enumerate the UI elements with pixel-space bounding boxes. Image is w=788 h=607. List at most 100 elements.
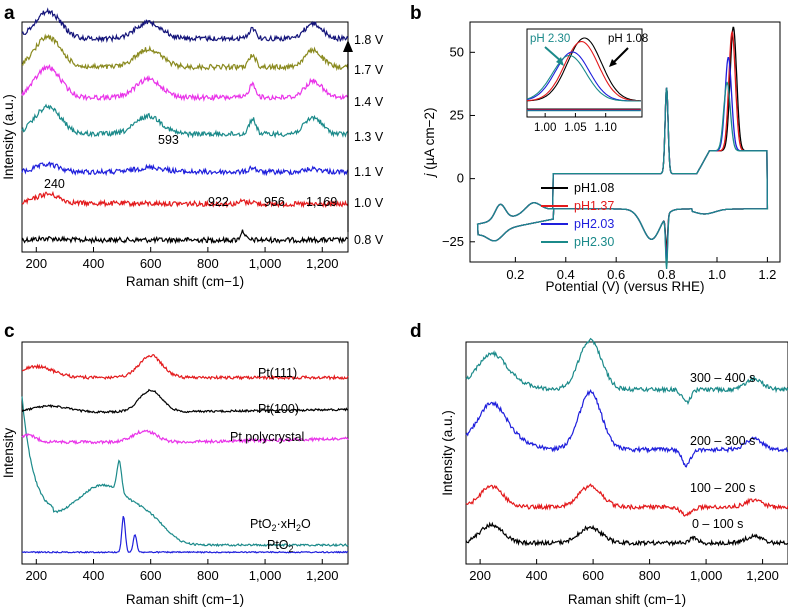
panel-a-spectrum-18 — [21, 7, 349, 44]
panel-b-cv-curves — [476, 26, 769, 270]
label-pt-polycrystal: Pt polycrystal — [230, 430, 304, 444]
panel-b-y-tick-label-25: 25 — [450, 107, 464, 122]
label-pto2: PtO2 — [267, 538, 294, 554]
panel-a-tick-label-800: 800 — [197, 256, 219, 271]
panel-c-tick-label-600: 600 — [140, 568, 162, 583]
panel-a-spectrum-17 — [21, 33, 349, 72]
panel-c: 200 400 600 800 1,000 1,200 Raman shift (cm−1… — [1, 354, 349, 607]
panel-a-spectrum-14 — [21, 63, 349, 102]
panel-letter-a: a — [4, 3, 15, 24]
panel-a-series-label-2: 1.1 V — [354, 165, 384, 179]
panel-d-tick-label-400: 400 — [526, 568, 548, 583]
label-pto2-xh2o-b: ·xH — [277, 517, 296, 531]
panel-b-x-axis-label: Potential (V) (versus RHE) — [545, 279, 704, 294]
panel-d-spectrum-2 — [465, 388, 788, 468]
panel-a-spectrum-10 — [21, 190, 349, 209]
panel-a-tick-label-400: 400 — [83, 256, 105, 271]
panel-a-tick-label-200: 200 — [25, 256, 47, 271]
panel-d-series-labels: 0 – 100 s 100 – 200 s 200 – 300 s 300 – 400… — [690, 371, 755, 531]
legend-label-pH1.37: pH1.37 — [574, 199, 614, 213]
panel-b-y-axis-unit: (µA cm−2) — [422, 108, 437, 174]
panel-a-y-axis-label: Intensity (a.u.) — [1, 94, 16, 180]
panel-a-spectra — [21, 7, 349, 245]
panel-d-tick-label-200: 200 — [469, 568, 491, 583]
label-pto2-sub: 2 — [289, 544, 294, 554]
panel-d-x-axis-label: Raman shift (cm−1) — [568, 592, 686, 607]
panel-d-series-label-2: 200 – 300 s — [690, 434, 755, 448]
peak-label-1169: 1,169 — [306, 195, 337, 209]
panel-c-x-axis-label: Raman shift (cm−1) — [126, 592, 244, 607]
panel-c-spectrum-Pt111 — [22, 354, 349, 381]
inset-arrow-black-head — [609, 59, 617, 67]
panel-a-series-labels: 0.8 V 1.0 V 1.1 V 1.3 V 1.4 V 1.7 V 1.8 V — [354, 33, 384, 247]
panel-d-tick-label-600: 600 — [582, 568, 604, 583]
panel-a-x-ticks: 200 400 600 800 1,000 1,200 — [25, 247, 339, 271]
panel-b-x-tick-label-1.2: 1.2 — [758, 267, 776, 282]
panel-d-tick-label-800: 800 — [639, 568, 661, 583]
panel-a: 200 400 600 800 1,000 1,200 Raman shift (cm−1… — [1, 7, 384, 289]
panel-letter-c: c — [4, 321, 15, 342]
label-pt100: Pt(100) — [258, 402, 299, 416]
panel-d-series-label-1: 100 – 200 s — [690, 481, 755, 495]
panel-letter-b: b — [410, 3, 422, 24]
panel-d: 200 400 600 800 1,000 1,200 Raman shift (cm−1… — [440, 337, 788, 607]
panel-b-legend: pH1.08 pH1.37 pH2.03 pH2.30 — [541, 181, 614, 249]
panel-c-tick-label-800: 800 — [197, 568, 219, 583]
panel-c-tick-label-200: 200 — [25, 568, 47, 583]
inset-curve-pH2.30 — [526, 54, 641, 102]
panel-d-spectrum-3 — [465, 337, 788, 406]
panel-b-inset-ticks: 1.00 1.05 1.10 — [534, 113, 617, 134]
peak-label-922: 922 — [208, 195, 229, 209]
panel-b-x-tick-label-0.6: 0.6 — [607, 267, 625, 282]
panel-b-x-tick-label-1: 1.0 — [708, 267, 726, 282]
panel-a-arrow-head — [343, 40, 353, 52]
panel-b-frame — [469, 21, 781, 263]
panel-a-tick-label-1200: 1,200 — [306, 256, 339, 271]
panel-b: 0.2 0.4 0.6 0.8 1.0 1.2 −25 0 25 50 Potential (V)… — [422, 26, 776, 294]
panel-b-x-tick-label-0.8: 0.8 — [658, 267, 676, 282]
panel-a-spectrum-13 — [21, 103, 349, 139]
panel-b-y-tick-label--25: −25 — [442, 234, 464, 249]
panel-a-x-axis-label: Raman shift (cm−1) — [126, 274, 244, 289]
peak-label-956: 956 — [264, 195, 285, 209]
inset-x-tick-label-0: 1.00 — [534, 122, 556, 134]
peak-label-240: 240 — [44, 177, 65, 191]
label-pto2-xh2o-c: O — [301, 517, 311, 531]
panel-b-inset-curves — [526, 37, 641, 112]
panel-c-spectrum-PtO2 — [21, 515, 348, 554]
panel-c-frame — [21, 341, 349, 565]
label-pto2-xh2o-a: PtO — [250, 517, 272, 531]
panel-c-tick-label-1200: 1,200 — [306, 568, 339, 583]
panel-c-spectrum-PtO2xH2O — [21, 396, 349, 547]
panel-c-x-ticks: 200 400 600 800 1,000 1,200 — [25, 559, 339, 583]
legend-label-pH2.03: pH2.03 — [574, 217, 614, 231]
inset-annotation-ph230: pH 2.30 — [530, 33, 570, 45]
legend-label-pH2.30: pH2.30 — [574, 235, 614, 249]
panel-c-tick-label-400: 400 — [83, 568, 105, 583]
panel-a-series-label-5: 1.7 V — [354, 63, 384, 77]
panel-d-x-ticks: 200 400 600 800 1,000 1,200 — [469, 559, 779, 583]
label-pt111: Pt(111) — [258, 366, 297, 380]
panel-a-series-label-3: 1.3 V — [354, 130, 384, 144]
inset-curve-pH1.08 — [526, 37, 641, 102]
label-pto2-xh2o-sub2: 2 — [296, 523, 301, 533]
panel-d-frame — [465, 341, 788, 565]
panel-d-tick-label-1200: 1,200 — [746, 568, 779, 583]
panel-c-tick-label-1000: 1,000 — [249, 568, 282, 583]
panel-b-x-tick-label-0.2: 0.2 — [506, 267, 524, 282]
panel-d-spectra — [465, 337, 788, 547]
inset-arrow-black — [611, 47, 629, 65]
panel-a-frame — [21, 21, 349, 253]
panel-d-series-label-3: 300 – 400 s — [690, 371, 755, 385]
inset-x-tick-label-2: 1.10 — [594, 122, 616, 134]
panel-d-series-label-0: 0 – 100 s — [692, 517, 743, 531]
panel-b-ticks: 0.2 0.4 0.6 0.8 1.0 1.2 −25 0 25 50 — [442, 44, 776, 282]
panel-d-spectrum-0 — [465, 521, 788, 547]
label-pto2-xh2o-sub: 2 — [272, 523, 277, 533]
panel-a-spectrum-11 — [21, 161, 349, 177]
panel-a-tick-label-600: 600 — [140, 256, 162, 271]
panel-d-y-axis-label: Intensity (a.u.) — [440, 410, 455, 496]
inset-arrow-teal-head — [556, 57, 564, 66]
panel-d-tick-label-1000: 1,000 — [690, 568, 723, 583]
panel-a-series-label-4: 1.4 V — [354, 95, 384, 109]
